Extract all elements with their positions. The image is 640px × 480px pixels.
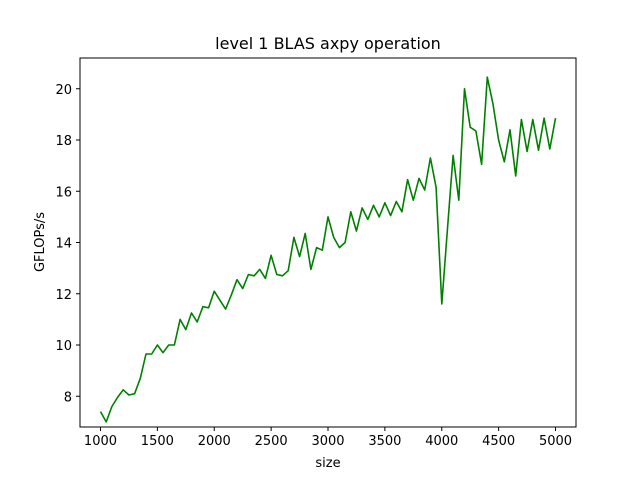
series-line	[99, 76, 557, 423]
chart-title: level 1 BLAS axpy operation	[215, 34, 441, 53]
x-tick-label: 2000	[198, 434, 231, 449]
x-axis-label: size	[315, 456, 340, 471]
x-tick-label: 3500	[368, 434, 401, 449]
y-axis-label: GFLOPs/s	[33, 212, 48, 272]
axes-frame	[79, 57, 577, 428]
y-tick-label: 12	[55, 288, 72, 303]
y-tick-label: 16	[55, 185, 72, 200]
x-tick-label: 4000	[425, 434, 458, 449]
x-tick-label: 2500	[255, 434, 288, 449]
plot-area	[99, 76, 557, 423]
y-tick-label: 8	[64, 390, 72, 405]
x-tick-label: 5000	[539, 434, 572, 449]
x-tick-label: 3000	[311, 434, 344, 449]
x-axis: 1000 1500 2000 2500 3000 3500 4000 4500 5000	[84, 427, 572, 449]
y-tick-label: 18	[55, 134, 72, 149]
y-tick-label: 10	[55, 339, 72, 354]
x-tick-label: 1500	[141, 434, 174, 449]
y-tick-label: 14	[55, 237, 72, 252]
x-tick-label: 4500	[482, 434, 515, 449]
x-tick-label: 1000	[84, 434, 117, 449]
y-axis: 8 10 12 14 16 18 20	[55, 83, 80, 405]
y-tick-label: 20	[55, 83, 72, 98]
